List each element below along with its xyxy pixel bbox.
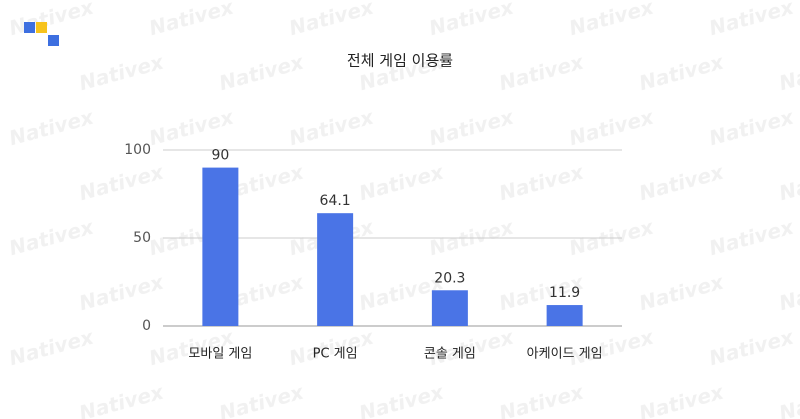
bar xyxy=(317,213,354,326)
watermark: Nativex xyxy=(427,104,517,150)
value-label: 90 xyxy=(211,148,229,164)
watermark: Nativex xyxy=(707,214,797,260)
watermark: Nativex xyxy=(707,324,797,370)
watermark: Nativex xyxy=(357,379,447,419)
watermark: Nativex xyxy=(357,159,447,205)
watermark: Nativex xyxy=(77,269,167,315)
logo-square xyxy=(36,22,47,33)
value-label: 64.1 xyxy=(320,193,351,209)
watermark: Nativex xyxy=(637,159,727,205)
watermark: Nativex xyxy=(287,0,377,40)
x-tick-label: 모바일 게임 xyxy=(188,347,252,362)
watermark: Nativex xyxy=(427,0,517,40)
watermark: Nativex xyxy=(77,379,167,419)
watermark: Nativex xyxy=(427,214,517,260)
watermark: Nativex xyxy=(77,49,167,95)
watermark: Nativex xyxy=(147,104,237,150)
watermark: Nativex xyxy=(77,159,167,205)
y-tick-label: 50 xyxy=(133,230,151,246)
watermark: Nativex xyxy=(637,49,727,95)
watermark: Nativex xyxy=(7,324,97,370)
y-tick-label: 100 xyxy=(124,142,151,158)
watermark: Nativex xyxy=(777,269,800,315)
value-label: 11.9 xyxy=(549,285,580,301)
watermark: Nativex xyxy=(777,159,800,205)
bar xyxy=(546,305,583,326)
chart-title: 전체 게임 이용률 xyxy=(347,52,453,70)
watermark: Nativex xyxy=(567,104,657,150)
logo-square xyxy=(48,35,59,46)
watermark: Nativex xyxy=(497,379,587,419)
watermark: Nativex xyxy=(567,0,657,40)
watermark: Nativex xyxy=(637,269,727,315)
watermark: Nativex xyxy=(707,104,797,150)
watermark: Nativex xyxy=(567,214,657,260)
watermark: Nativex xyxy=(217,49,307,95)
watermark: Nativex xyxy=(777,49,800,95)
value-label: 20.3 xyxy=(434,270,465,286)
logo-square xyxy=(24,22,35,33)
watermark: Nativex xyxy=(777,379,800,419)
watermark: Nativex xyxy=(7,0,97,40)
x-tick-label: 콘솔 게임 xyxy=(424,347,476,362)
watermark: Nativex xyxy=(147,0,237,40)
bar xyxy=(202,167,239,326)
watermark: Nativex xyxy=(217,379,307,419)
watermark: Nativex xyxy=(7,214,97,260)
watermark: Nativex xyxy=(637,379,727,419)
watermark: Nativex xyxy=(497,159,587,205)
y-tick-label: 0 xyxy=(142,318,151,334)
bar xyxy=(431,290,468,326)
watermark: Nativex xyxy=(707,0,797,40)
watermark: Nativex xyxy=(287,104,377,150)
watermark: Nativex xyxy=(497,49,587,95)
x-tick-label: 아케이드 게임 xyxy=(527,347,603,362)
x-tick-label: PC 게임 xyxy=(313,347,358,362)
watermark: Nativex xyxy=(7,104,97,150)
